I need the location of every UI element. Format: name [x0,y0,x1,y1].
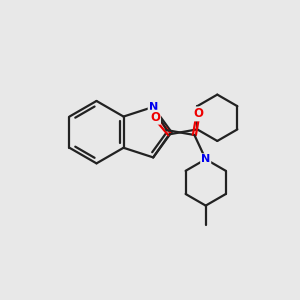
Text: N: N [201,154,210,164]
Text: O: O [150,111,160,124]
Text: O: O [193,107,203,120]
Text: N: N [148,102,158,112]
